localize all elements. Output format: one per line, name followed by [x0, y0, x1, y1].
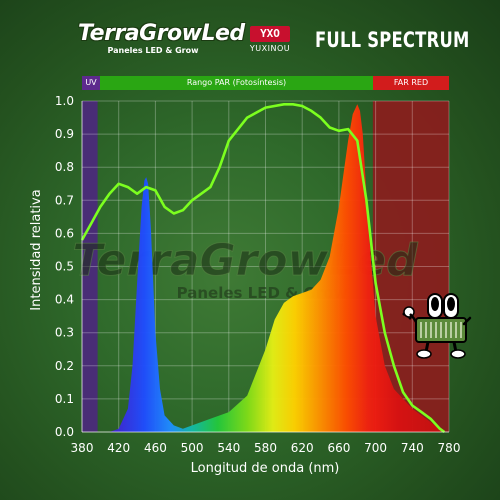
envelope-line: [80, 103, 446, 434]
y-tick-label: 0.5: [55, 260, 74, 274]
header: TerraGrowLed Paneles LED & Grow YXO YUXI…: [0, 0, 500, 70]
partner-logo-mark: YXO: [250, 26, 290, 42]
headline: FULL SPECTRUM: [315, 28, 470, 52]
x-tick-label: 580: [254, 441, 277, 455]
y-tick-label: 0.6: [55, 226, 74, 240]
x-tick-label: 380: [71, 441, 94, 455]
y-tick-label: 1.0: [55, 94, 74, 108]
x-tick-label: 780: [438, 441, 461, 455]
x-tick-label: 660: [327, 441, 350, 455]
y-tick-label: 0.7: [55, 193, 74, 207]
chart-regions: [82, 101, 449, 432]
x-axis-label: Longitud de onda (nm): [191, 461, 340, 476]
y-tick-label: 0.0: [55, 425, 74, 439]
x-tick-label: 500: [181, 441, 204, 455]
x-tick-label: 420: [107, 441, 130, 455]
x-tick-label: 540: [217, 441, 240, 455]
y-tick-label: 0.8: [55, 160, 74, 174]
x-tick-label: 700: [364, 441, 387, 455]
x-tick-label: 740: [401, 441, 424, 455]
series-layer: [80, 103, 446, 434]
brand-name: TerraGrowLed: [78, 21, 245, 46]
brand-logo: TerraGrowLed Paneles LED & Grow: [78, 21, 245, 56]
region-uv: [82, 101, 98, 432]
x-tick-label: 620: [291, 441, 314, 455]
y-tick-label: 0.4: [55, 293, 74, 307]
band-uv: UV: [82, 76, 100, 90]
y-tick-label: 0.3: [55, 326, 74, 340]
y-tick-label: 0.1: [55, 392, 74, 406]
y-tick-label: 0.2: [55, 359, 74, 373]
chart-axes: 380 420 460 500 540 580 620 660 700 740 780 0.0 0.1 0…: [55, 94, 461, 455]
band-par: Rango PAR (Fotosíntesis): [100, 76, 373, 90]
spectrum-area: [109, 104, 445, 433]
brand-tagline: Paneles LED & Grow: [107, 46, 199, 55]
partner-name: YUXINOU: [249, 44, 291, 53]
y-axis-label: Intensidad relativa: [29, 189, 44, 310]
band-far-red: FAR RED: [373, 76, 449, 90]
partner-logo: YXO YUXINOU: [238, 26, 302, 53]
y-tick-label: 0.9: [55, 127, 74, 141]
x-tick-label: 460: [144, 441, 167, 455]
led-panel-mascot-icon: [402, 293, 472, 359]
